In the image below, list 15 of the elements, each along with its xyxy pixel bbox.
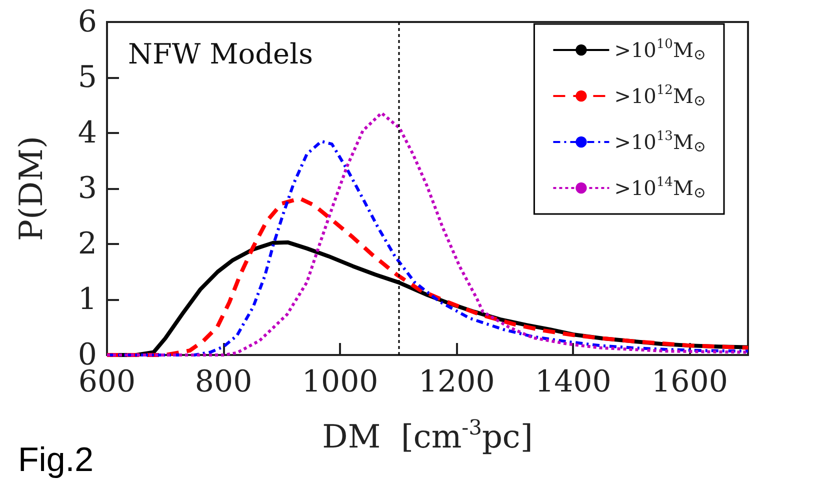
x-tick-label: 1400	[535, 364, 612, 400]
y-tick-label: 1	[78, 282, 97, 317]
x-tick-label: 1600	[652, 364, 728, 400]
x-tick-label: 800	[194, 364, 252, 400]
x-tick-label: 1000	[302, 364, 378, 400]
caption: Fig.2	[18, 441, 94, 479]
y-tick-label: 6	[78, 4, 97, 40]
y-tick-label: 3	[78, 171, 97, 206]
y-tick-label: 4	[78, 116, 97, 150]
x-tick-label: 1200	[418, 364, 495, 400]
annotation: NFW Models	[128, 38, 313, 70]
y-axis-title: P(DM)	[12, 136, 50, 241]
line-series	[105, 196, 750, 357]
y-tick-label: 5	[78, 60, 97, 95]
y-tick-label: 2	[78, 226, 97, 262]
